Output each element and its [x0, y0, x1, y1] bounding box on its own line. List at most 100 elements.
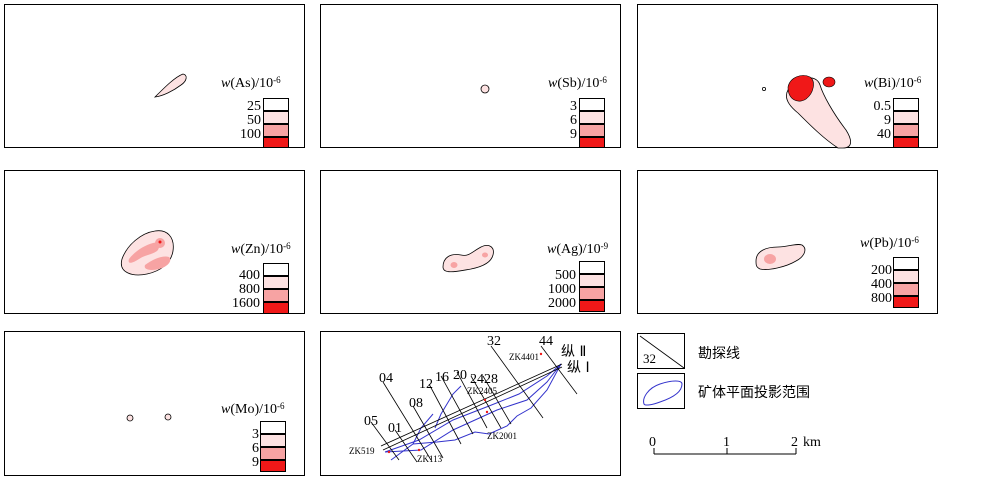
zn-legend-value-1: 400 [239, 268, 260, 283]
drill-label-zk2001: ZK2001 [487, 431, 517, 441]
as-legend-swatch-3 [263, 124, 289, 137]
sb-legend-value-1: 3 [570, 99, 577, 114]
drill-label-zk4401: ZK4401 [509, 352, 539, 362]
bi-legend-swatch-4 [893, 137, 919, 148]
zn-legend-value-3: 1600 [232, 296, 260, 311]
ag-legend-swatch-1 [579, 261, 605, 274]
as-legend-value-2: 50 [247, 113, 261, 128]
mo-legend-swatch-1 [260, 421, 286, 434]
ag-legend-value-2: 1000 [548, 282, 576, 297]
ag-legend-swatch-3 [579, 287, 605, 300]
vein-2-line [380, 363, 563, 447]
bi-legend-value-3: 40 [877, 127, 891, 142]
line-label-28: 28 [484, 372, 498, 387]
sb-legend-swatch-2 [579, 111, 605, 124]
scale-tick-0: 0 [649, 435, 656, 450]
bi-anomaly-panel: w(Bi)/10-6 0.5 9 40 [637, 4, 938, 149]
bi-legend-value-1: 0.5 [873, 99, 892, 114]
exploration-lines [370, 345, 578, 463]
vein-label-1: 纵 Ⅰ [567, 360, 590, 376]
pb-legend-swatch-2 [893, 270, 919, 283]
drill-holes [387, 352, 543, 454]
line-label-05: 05 [364, 414, 378, 429]
pb-anomaly-contour [755, 244, 806, 270]
orebody-legend-box [637, 373, 685, 409]
mo-legend-value-2: 6 [252, 441, 259, 456]
ag-anomaly-panel: w(Ag)/10-9 500 1000 2000 [320, 170, 621, 314]
scale-tick-2: 2 [791, 435, 798, 450]
zn-legend-swatch-1 [263, 263, 289, 276]
mo-legend-swatch-3 [260, 447, 286, 460]
exploration-line-legend-box: 32 [637, 333, 685, 369]
pb-legend-value-3: 800 [871, 291, 892, 306]
as-anomaly-contour [153, 73, 187, 98]
exploration-line-map: 04 05 01 08 12 16 20 24 28 32 44 ZK4401 … [349, 334, 590, 464]
as-legend-swatch-1 [263, 98, 289, 111]
vein-1-line [382, 366, 563, 451]
line-label-04: 04 [379, 371, 393, 386]
mo-legend-value-3: 9 [252, 455, 259, 470]
bi-legend-swatch-2 [893, 111, 919, 124]
sb-anomaly-panel: w(Sb)/10-6 3 6 9 [320, 4, 621, 148]
as-legend-value-1: 25 [247, 99, 261, 114]
line-label-20: 20 [453, 368, 467, 383]
pb-legend-swatch-3 [893, 283, 919, 296]
exploration-line-legend-label: 勘探线 [698, 346, 740, 362]
sb-legend-value-3: 9 [570, 127, 577, 142]
line-label-16: 16 [435, 370, 449, 385]
pb-anomaly-panel: w(Pb)/10-6 200 400 800 [637, 170, 938, 314]
exploration-line-symbol-number: 32 [643, 351, 656, 366]
drill-label-zk2405: ZK2405 [467, 386, 497, 396]
as-legend-value-3: 100 [240, 127, 261, 142]
mo-legend-swatch-4 [260, 460, 286, 472]
mo-anomaly-contour [126, 413, 172, 422]
zn-anomaly-panel: w(Zn)/10-6 400 800 1600 [4, 170, 305, 314]
line-label-12: 12 [419, 377, 433, 392]
line-label-44: 44 [539, 334, 553, 349]
scale-tick-1: 1 [723, 435, 730, 450]
as-anomaly-panel: w(As)/10-6 25 50 100 [4, 4, 305, 148]
line-label-24: 24 [470, 372, 484, 387]
mo-legend-value-1: 3 [252, 427, 259, 442]
exploration-line-map-panel: 04 05 01 08 12 16 20 24 28 32 44 ZK4401 … [320, 331, 621, 476]
pb-legend-swatch-4 [893, 296, 919, 308]
vein-label-2: 纵 Ⅱ [561, 344, 586, 360]
ag-legend-value-1: 500 [555, 268, 576, 283]
bi-legend-swatch-3 [893, 124, 919, 137]
line-label-01: 01 [388, 421, 402, 436]
drill-label-zk519: ZK519 [349, 446, 375, 456]
ag-anomaly-contour [442, 245, 494, 273]
bi-legend-swatch-1 [893, 98, 919, 111]
zn-legend-swatch-2 [263, 276, 289, 289]
ag-legend-swatch-2 [579, 274, 605, 287]
exploration-line-symbol [639, 335, 685, 369]
pb-legend-title: w(Pb)/10-6 [860, 235, 919, 251]
as-legend-title: w(As)/10-6 [221, 75, 281, 91]
bi-anomaly-contour [762, 75, 851, 149]
sb-legend-swatch-1 [579, 98, 605, 111]
pb-legend-value-1: 200 [871, 263, 892, 278]
zn-legend-title: w(Zn)/10-6 [231, 241, 291, 257]
mo-legend-swatch-2 [260, 434, 286, 447]
as-legend-swatch-2 [263, 111, 289, 124]
drill-label-zk113: ZK113 [417, 454, 443, 464]
line-label-32: 32 [487, 334, 501, 349]
bi-legend-value-2: 9 [884, 113, 891, 128]
ag-legend-title: w(Ag)/10-9 [547, 241, 609, 257]
orebody-legend-label: 矿体平面投影范围 [698, 385, 810, 401]
as-legend-swatch-4 [263, 137, 289, 148]
zn-legend-swatch-3 [263, 289, 289, 302]
zn-legend-swatch-4 [263, 302, 289, 314]
bi-legend-title: w(Bi)/10-6 [864, 75, 922, 91]
zn-legend-value-2: 800 [239, 282, 260, 297]
mo-anomaly-panel: w(Mo)/10-6 3 6 9 [4, 331, 305, 476]
sb-anomaly-contour [480, 84, 490, 94]
sb-legend-value-2: 6 [570, 113, 577, 128]
line-label-08: 08 [409, 396, 423, 411]
ag-legend-swatch-4 [579, 300, 605, 312]
sb-legend-swatch-3 [579, 124, 605, 137]
scale-unit: km [803, 435, 821, 450]
mo-legend-title: w(Mo)/10-6 [221, 401, 285, 417]
ag-legend-value-3: 2000 [548, 296, 576, 311]
sb-legend-title: w(Sb)/10-6 [548, 75, 607, 91]
